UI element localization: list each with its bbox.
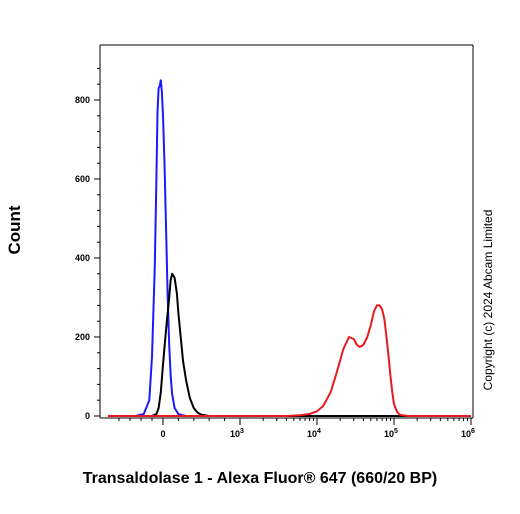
y-axis-title: Count bbox=[5, 200, 25, 260]
x-tick-label: 106 bbox=[461, 428, 475, 439]
x-tick-exponent: 3 bbox=[240, 428, 244, 435]
y-axis-title-text: Count bbox=[5, 205, 24, 255]
x-tick-exponent: 4 bbox=[317, 428, 321, 435]
histogram-series bbox=[108, 79, 471, 417]
series-line-2 bbox=[108, 272, 471, 417]
x-tick-label: 0 bbox=[160, 429, 165, 439]
y-tick-label: 400 bbox=[75, 253, 90, 263]
x-tick-label: 103 bbox=[230, 428, 244, 439]
x-axis-title: Transaldolase 1 - Alexa Fluor® 647 (660/… bbox=[82, 470, 438, 487]
x-tick-exponent: 6 bbox=[471, 428, 475, 435]
y-tick-label: 0 bbox=[85, 411, 90, 421]
copyright-text: Copyright (c) 2024 Abcam Limited bbox=[481, 209, 495, 391]
series-line-3 bbox=[108, 304, 471, 417]
copyright-notice: Copyright (c) 2024 Abcam Limited bbox=[480, 180, 496, 420]
x-tick-label: 105 bbox=[384, 428, 398, 439]
plot-axes: 0 200 400 600 800 0 103 104 105 106 bbox=[75, 44, 475, 439]
y-tick-label: 600 bbox=[75, 174, 90, 184]
y-tick-label: 800 bbox=[75, 95, 90, 105]
y-tick-label: 200 bbox=[75, 332, 90, 342]
x-tick-label: 104 bbox=[307, 428, 321, 439]
x-tick-exponent: 5 bbox=[394, 428, 398, 435]
